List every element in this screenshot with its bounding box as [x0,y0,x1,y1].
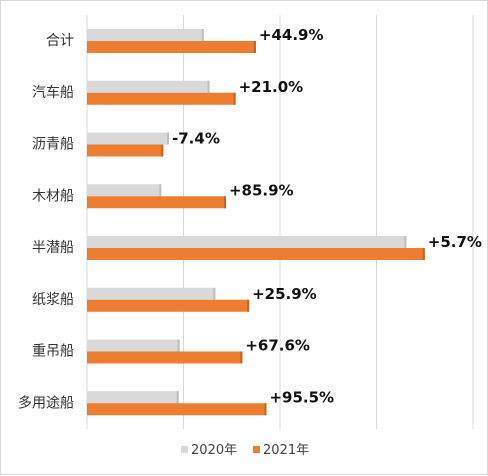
data-label: +5.7% [428,233,482,251]
bar-2021-edge [247,299,250,312]
bar-2021-edge [161,144,164,157]
bar-2020-edge [167,132,170,145]
data-label: -7.4% [172,130,220,148]
bar-2021 [87,196,226,209]
legend-label: 2021年 [263,443,309,458]
bar-2021 [87,41,256,53]
bar-2020-edge [201,29,204,41]
bar-2021 [87,403,267,416]
bar-2021-edge [253,41,256,53]
data-label: +21.0% [239,78,304,96]
bars [87,29,425,416]
legend-swatch [181,446,188,453]
legend-label: 2020年 [191,443,237,458]
category-label: 纸浆船 [32,292,74,308]
category-label: 木材船 [32,188,74,204]
bar-2020 [87,29,204,41]
bar-2021-edge [233,92,236,105]
bar-2020 [87,339,180,352]
bar-2021-edge [422,248,425,260]
bar-2020-edge [404,236,407,248]
bar-2020-edge [213,287,216,300]
bar-2020 [87,184,162,197]
category-label: 汽车船 [32,84,74,101]
bar-2021-edge [264,403,267,416]
bar-2020-edge [159,184,162,197]
bar-2020 [87,80,210,93]
bar-2020-edge [207,80,210,93]
bar-2021 [87,144,164,157]
data-label: +25.9% [252,285,317,303]
category-label: 多用途船 [18,394,74,411]
data-label: +67.6% [245,337,310,355]
bar-2021 [87,351,243,364]
bar-2020-edge [176,391,179,404]
bar-2021 [87,92,236,105]
bar-2021 [87,248,425,260]
bar-2021-edge [240,351,243,364]
category-label: 沥青船 [32,137,74,153]
bar-2021 [87,299,250,312]
bar-2020 [87,236,407,248]
legend: 2020年 2021年 [181,443,309,458]
category-label: 半潜船 [32,240,74,256]
data-label: +44.9% [259,26,324,44]
category-label: 重吊船 [32,344,74,360]
bar-2020 [87,287,216,300]
bar-2020-edge [177,339,180,352]
bar-2020 [87,391,179,404]
data-labels: +44.9% +21.0% -7.4% +85.9% +5.7% +25.9% +67.6%… [172,26,482,406]
data-label: +95.5% [269,388,334,406]
data-label: +85.9% [229,181,294,199]
category-label: 合计 [46,33,74,49]
legend-swatch [253,446,260,453]
bar-2020 [87,132,170,145]
bar-2021-edge [223,196,226,209]
